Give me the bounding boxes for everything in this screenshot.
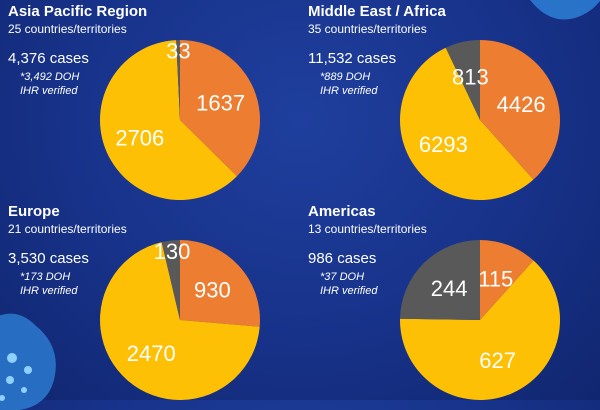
note-line-2: IHR verified bbox=[20, 85, 78, 97]
note-line-2: IHR verified bbox=[320, 285, 378, 297]
note-line-1: *173 DOH bbox=[20, 271, 71, 283]
pie-slice-2 bbox=[176, 40, 180, 120]
pie-slice-label-1: 6293 bbox=[419, 132, 468, 157]
pie-slice-label-0: 115 bbox=[478, 266, 513, 291]
pie-slice-label-2: 33 bbox=[166, 39, 190, 64]
note-line-1: *889 DOH bbox=[320, 71, 371, 83]
panel-europe: Europe 21 countries/territories 3,530 ca… bbox=[0, 200, 290, 400]
region-subtitle: 35 countries/territories bbox=[308, 22, 427, 36]
pie-chart: 115 627 244 bbox=[400, 240, 560, 400]
pie-slice-2 bbox=[161, 240, 180, 320]
note-line-2: IHR verified bbox=[320, 85, 378, 97]
pie-slice-0 bbox=[180, 40, 260, 177]
verification-note: *173 DOH IHR verified bbox=[20, 270, 77, 298]
case-count: 11,532 cases bbox=[308, 50, 397, 67]
region-title: Europe bbox=[8, 203, 60, 220]
pie-slice-label-1: 627 bbox=[479, 348, 516, 373]
region-subtitle: 25 countries/territories bbox=[8, 22, 127, 36]
pie-slice-label-2: 813 bbox=[452, 65, 489, 90]
pie-slice-label-0: 4426 bbox=[497, 92, 546, 117]
case-count: 4,376 cases bbox=[8, 50, 89, 67]
region-title: Americas bbox=[308, 203, 376, 220]
note-line-1: *3,492 DOH bbox=[20, 71, 80, 83]
pie-slice-1 bbox=[400, 260, 560, 400]
case-count: 986 cases bbox=[308, 250, 377, 267]
pie-slice-label-1: 2470 bbox=[127, 341, 176, 366]
pie-slice-1 bbox=[99, 40, 237, 201]
pie-slice-2 bbox=[445, 40, 480, 120]
verification-note: *37 DOH IHR verified bbox=[320, 270, 377, 298]
case-count: 3,530 cases bbox=[8, 250, 89, 267]
verification-note: *3,492 DOH IHR verified bbox=[20, 70, 79, 98]
panel-asia-pacific: Asia Pacific Region 25 countries/territo… bbox=[0, 0, 290, 201]
pie-chart: 4426 6293 813 bbox=[400, 40, 560, 201]
pie-slice-1 bbox=[400, 47, 534, 201]
pie-slice-2 bbox=[400, 240, 480, 320]
panel-middle-east-africa: Middle East / Africa 35 countries/territ… bbox=[300, 0, 590, 201]
note-line-1: *37 DOH bbox=[320, 271, 365, 283]
pie-slice-label-2: 244 bbox=[431, 276, 468, 301]
pie-slice-0 bbox=[480, 40, 560, 180]
pie-slice-label-1: 2706 bbox=[115, 125, 164, 150]
panel-americas: Americas 13 countries/territories 986 ca… bbox=[300, 200, 590, 400]
region-title: Asia Pacific Region bbox=[8, 3, 148, 20]
virus-decoration-bottom-left bbox=[0, 313, 56, 410]
pie-slice-label-0: 1637 bbox=[196, 91, 245, 116]
pie-chart: 930 2470 130 bbox=[100, 239, 260, 400]
pie-chart: 1637 2706 33 bbox=[99, 39, 260, 201]
note-line-2: IHR verified bbox=[20, 285, 78, 297]
pie-slice-0 bbox=[180, 240, 260, 327]
pie-slice-label-0: 930 bbox=[194, 278, 231, 303]
pie-slice-1 bbox=[100, 242, 260, 400]
pie-slice-label-2: 130 bbox=[154, 239, 191, 264]
region-subtitle: 13 countries/territories bbox=[308, 222, 427, 236]
verification-note: *889 DOH IHR verified bbox=[320, 70, 377, 98]
virus-decoration-top-right bbox=[530, 0, 600, 20]
pie-slice-0 bbox=[480, 240, 534, 320]
region-subtitle: 21 countries/territories bbox=[8, 222, 127, 236]
region-title: Middle East / Africa bbox=[308, 3, 446, 20]
